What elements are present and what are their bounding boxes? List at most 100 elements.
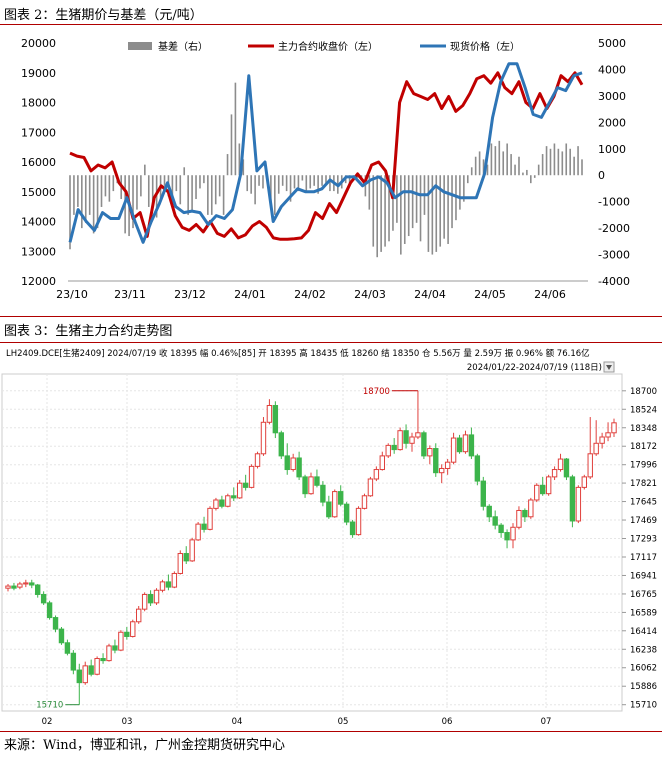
basis-bar <box>96 175 99 229</box>
basis-bar <box>73 175 75 215</box>
basis-bar <box>329 175 331 192</box>
basis-bar <box>250 175 252 194</box>
candle-body <box>557 458 564 471</box>
candle-body <box>498 524 504 534</box>
basis-bar <box>258 175 260 186</box>
basis-bar <box>226 154 229 176</box>
basis-bar <box>207 175 209 215</box>
candle-body <box>260 421 267 455</box>
basis-bar <box>510 154 512 176</box>
candle-body <box>165 581 172 588</box>
candle-body <box>415 432 421 438</box>
y-left-tick-label: 19000 <box>21 67 56 80</box>
basis-bar <box>541 154 544 176</box>
candle-body <box>314 476 320 486</box>
basis-bar <box>191 175 193 213</box>
candle-body <box>545 476 552 495</box>
candle-body <box>284 455 290 471</box>
candle-body <box>391 444 397 451</box>
candle-body <box>201 523 207 530</box>
basis-bar <box>498 140 501 176</box>
candle-body <box>100 658 106 662</box>
basis-bar <box>577 146 579 176</box>
candle-body <box>195 523 201 541</box>
candle-body <box>332 491 338 518</box>
source-note: 来源：Wind，博亚和讯，广州金控期货研究中心 <box>4 738 285 753</box>
candle-body <box>516 509 522 528</box>
candle-body <box>355 507 362 536</box>
candle-body <box>213 499 219 509</box>
basis-bar <box>140 175 142 197</box>
basis-bar <box>530 175 532 184</box>
basis-bar <box>187 175 189 215</box>
candle-body <box>522 509 528 518</box>
basis-bar <box>246 175 249 192</box>
y-tick-label: 15710 <box>630 701 657 711</box>
figure3-bottom-rule <box>0 731 662 732</box>
basis-bar <box>573 156 575 176</box>
candle-body <box>52 617 59 630</box>
basis-bar <box>293 175 296 189</box>
y-left-tick-label: 15000 <box>21 186 56 199</box>
candle-body <box>189 539 195 562</box>
candle-body <box>231 495 237 499</box>
y-left-tick-label: 13000 <box>21 245 56 258</box>
basis-bar <box>195 175 197 200</box>
basis-bar <box>254 175 256 205</box>
y-right-tick-label: 3000 <box>598 90 626 103</box>
candle-body <box>58 628 65 644</box>
basis-bar <box>518 156 520 176</box>
basis-bar <box>470 167 473 176</box>
candle-body <box>379 455 385 471</box>
candle-body <box>528 499 534 518</box>
x-tick-label: 24/05 <box>474 288 506 301</box>
candle-body <box>361 495 368 509</box>
basis-bar <box>112 175 115 192</box>
basis-bar <box>144 164 146 176</box>
figure2-title: 图表 2：生猪期价与基差（元/吨） <box>4 8 203 23</box>
y-tick-label: 18172 <box>630 442 657 452</box>
basis-bar <box>549 148 552 176</box>
candle-body <box>118 631 124 651</box>
basis-bar <box>364 175 367 197</box>
candle-body <box>242 482 249 488</box>
futures-close-line <box>69 71 584 241</box>
candle-body <box>308 476 314 495</box>
basis-bar <box>69 175 71 250</box>
basis-bar <box>163 175 166 186</box>
y-tick-label: 17469 <box>630 516 657 526</box>
candle-body <box>70 652 77 671</box>
x-tick-label: 07 <box>541 717 552 727</box>
candle-body <box>17 583 23 588</box>
candle-body <box>302 476 308 495</box>
candle-body <box>504 532 510 541</box>
y-right-tick-label: 2000 <box>598 116 626 129</box>
basis-bar <box>100 175 103 207</box>
candle-body <box>534 484 540 501</box>
basis-bar <box>313 175 315 186</box>
basis-bar <box>321 175 323 186</box>
y-tick-label: 18700 <box>630 387 657 397</box>
basis-bar <box>415 175 418 223</box>
candle-body <box>88 665 94 675</box>
y-right-tick-label: -4000 <box>598 275 630 288</box>
candle-body <box>343 503 350 523</box>
y-left-tick-label: 12000 <box>21 275 56 288</box>
candle-body <box>177 553 183 574</box>
candle-body <box>40 593 47 604</box>
basis-bar <box>309 175 312 189</box>
basis-bar <box>533 175 536 178</box>
candle-body <box>385 444 391 457</box>
basis-bar <box>407 175 410 237</box>
x-tick-label: 04 <box>232 717 243 727</box>
basis-bar <box>238 143 241 176</box>
basis-bar <box>400 175 402 255</box>
basis-bar <box>474 156 477 176</box>
x-tick-label: 24/01 <box>234 288 266 301</box>
y-right-tick-label: -3000 <box>598 249 630 262</box>
basis-bar <box>77 175 79 207</box>
candle-body <box>266 404 273 423</box>
x-tick-label: 06 <box>442 717 453 727</box>
basis-bar <box>396 175 398 223</box>
candle-body <box>563 458 570 478</box>
